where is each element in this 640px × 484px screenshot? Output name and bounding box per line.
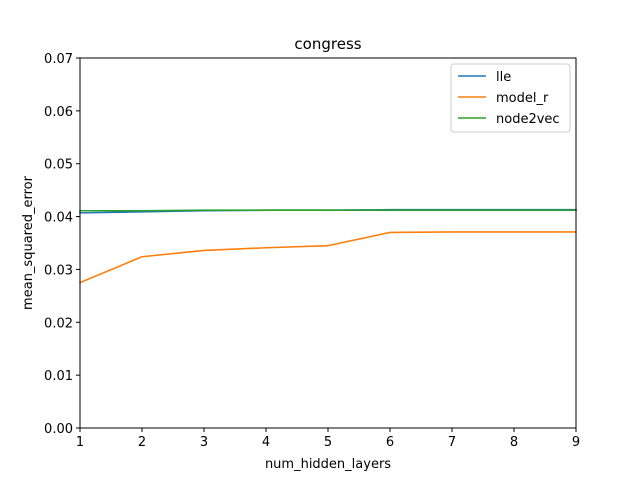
x-tick-label: 5 xyxy=(324,435,332,450)
y-tick-label: 0.07 xyxy=(44,52,73,67)
legend: lle model_r node2vec xyxy=(450,63,571,133)
x-axis-label: num_hidden_layers xyxy=(265,457,391,472)
x-tick-label: 8 xyxy=(510,435,518,450)
x-tick-label: 1 xyxy=(76,435,84,450)
y-tick-label: 0.01 xyxy=(44,369,73,384)
legend-label: node2vec xyxy=(496,112,560,127)
series-layer xyxy=(78,208,577,284)
y-tick-label: 0.04 xyxy=(44,211,73,226)
x-axis: 1 2 3 4 5 6 7 8 9 xyxy=(76,428,580,450)
y-tick-label: 0.05 xyxy=(44,158,73,173)
legend-label: model_r xyxy=(496,91,549,106)
y-tick-label: 0.06 xyxy=(44,105,73,120)
legend-label: lle xyxy=(496,70,511,85)
series-line-node2vec xyxy=(79,209,577,212)
x-tick-label: 3 xyxy=(200,435,208,450)
y-axis: 0.00 0.01 0.02 0.03 0.04 0.05 0.06 0.07 xyxy=(44,52,80,437)
x-tick-label: 6 xyxy=(386,435,394,450)
y-axis-label: mean_squared_error xyxy=(21,175,36,310)
chart-title: congress xyxy=(294,35,361,53)
x-tick-label: 4 xyxy=(262,435,270,450)
x-tick-label: 2 xyxy=(138,435,146,450)
y-tick-label: 0.02 xyxy=(44,316,73,331)
x-tick-label: 7 xyxy=(448,435,456,450)
legend-items: lle model_r node2vec xyxy=(458,70,560,127)
series-line-model-r xyxy=(78,231,577,284)
y-tick-label: 0.00 xyxy=(44,422,73,437)
y-tick-label: 0.03 xyxy=(44,263,73,278)
legend-box xyxy=(450,63,571,133)
x-tick-label: 9 xyxy=(572,435,580,450)
